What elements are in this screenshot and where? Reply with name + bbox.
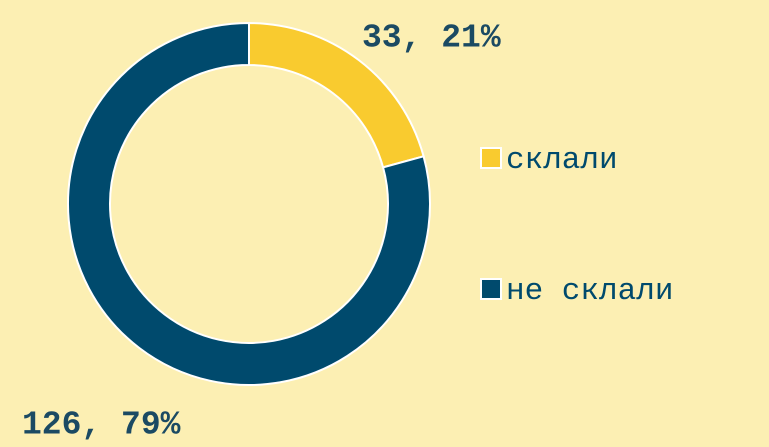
data-label: 33, 21% <box>362 20 501 57</box>
legend-swatch <box>480 147 502 169</box>
legend-swatch <box>480 278 502 300</box>
legend-label: склали <box>506 143 618 178</box>
data-label: 126, 79% <box>22 407 181 444</box>
legend-label: не склали <box>506 274 673 309</box>
donut-segment <box>67 21 431 386</box>
